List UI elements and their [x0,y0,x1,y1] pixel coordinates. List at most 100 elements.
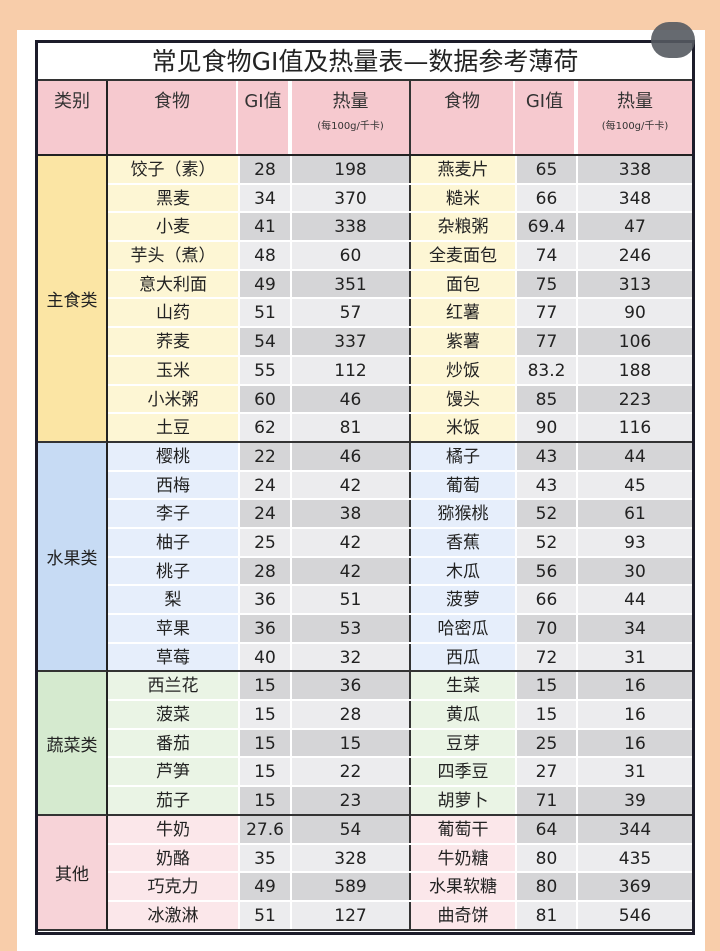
cell-gi-2: 70 [515,615,576,642]
cell-calories-2: 106 [576,328,692,355]
cell-calories-2: 90 [576,299,692,327]
cell-calories-2: 116 [576,414,692,441]
cell-food: 草莓 [108,643,238,671]
cell-food-2: 菠萝 [411,586,515,613]
cell-gi: 15 [238,701,290,728]
cell-food: 番茄 [108,729,238,757]
header-row: 类别 食物 GI值 热量 (每100g/千卡) 食物 GI值 热量 (每100g/千… [38,81,692,156]
cell-calories-2: 47 [576,213,692,241]
cell-food-2: 木瓜 [411,557,515,585]
cell-calories: 51 [290,586,411,613]
table-row: 奶酪 35 328 牛奶糖 80 435 [108,844,692,874]
cell-gi-2: 27 [515,758,576,786]
category-label: 其他 [38,815,108,931]
header-calories-2: 热量 (每100g/千卡) [576,81,692,154]
cell-food: 桃子 [108,557,238,585]
cell-gi-2: 77 [515,299,576,327]
cell-gi-2: 66 [515,184,576,212]
cell-gi: 24 [238,500,290,527]
cell-food-2: 黄瓜 [411,701,515,728]
cell-food-2: 橘子 [411,442,515,470]
cell-gi: 27.6 [238,815,290,843]
cell-calories: 32 [290,643,411,671]
cell-food: 樱桃 [108,442,238,470]
cell-food-2: 面包 [411,270,515,298]
cell-food: 黑麦 [108,184,238,212]
table-row: 黑麦 34 370 糙米 66 348 [108,184,692,214]
group-0: 主食类 饺子（素） 28 198 燕麦片 65 338 黑麦 34 370 糙米 66 348 小麦 41 3… [38,156,692,443]
cell-calories: 46 [290,385,411,413]
cell-gi-2: 52 [515,528,576,556]
table-row: 冰激淋 51 127 曲奇饼 81 546 [108,901,692,931]
cell-calories: 54 [290,815,411,843]
cell-food: 冰激淋 [108,901,238,929]
cell-food: 芋头（煮） [108,242,238,269]
cell-gi: 25 [238,528,290,556]
cell-calories: 351 [290,270,411,298]
cell-food: 李子 [108,500,238,527]
group-2: 蔬菜类 西兰花 15 36 生菜 15 16 菠菜 15 28 黄瓜 15 16 番茄 15 15 豆芽 25 16… [38,672,692,816]
cell-calories-2: 93 [576,528,692,556]
cell-food: 西兰花 [108,672,238,700]
cell-calories-2: 31 [576,643,692,671]
cell-food-2: 紫薯 [411,328,515,355]
table-title: 常见食物GI值及热量表—数据参考薄荷 [38,43,692,81]
cell-food: 小米粥 [108,385,238,413]
cell-food: 菠菜 [108,701,238,728]
calories-label: 热量 [617,91,653,112]
cell-calories: 28 [290,701,411,728]
cell-calories: 23 [290,787,411,814]
cell-gi: 62 [238,414,290,441]
cell-gi-2: 80 [515,873,576,900]
cell-food-2: 牛奶糖 [411,844,515,872]
cell-food: 意大利面 [108,270,238,298]
cell-gi: 15 [238,787,290,814]
header-category: 类别 [38,81,108,154]
calories-unit: (每100g/千卡) [601,121,669,132]
cell-calories: 338 [290,213,411,241]
header-gi-2: GI值 [515,81,576,154]
cell-food: 玉米 [108,356,238,384]
table-row: 茄子 15 23 胡萝卜 71 39 [108,787,692,816]
cell-gi: 49 [238,873,290,900]
group-3: 其他 牛奶 27.6 54 葡萄干 64 344 奶酪 35 328 牛奶糖 80 435 巧克力 49 58… [38,815,692,931]
cell-food-2: 葡萄干 [411,815,515,843]
category-label: 蔬菜类 [38,672,108,816]
cell-food: 柚子 [108,528,238,556]
cell-gi-2: 90 [515,414,576,441]
table-row: 桃子 28 42 木瓜 56 30 [108,557,692,587]
table-row: 西梅 24 42 葡萄 43 45 [108,471,692,501]
cell-calories-2: 16 [576,672,692,700]
cell-calories: 46 [290,442,411,470]
table-row: 巧克力 49 589 水果软糖 80 369 [108,873,692,902]
table-row: 西兰花 15 36 生菜 15 16 [108,672,692,702]
cell-calories: 60 [290,242,411,269]
cell-food-2: 香蕉 [411,528,515,556]
cell-gi: 28 [238,156,290,183]
header-food-2: 食物 [411,81,515,154]
cell-gi: 48 [238,242,290,269]
category-label: 主食类 [38,156,108,443]
cell-food-2: 米饭 [411,414,515,441]
cell-calories: 370 [290,184,411,212]
cell-food-2: 四季豆 [411,758,515,786]
cell-calories: 57 [290,299,411,327]
cell-food-2: 西瓜 [411,643,515,671]
table-row: 意大利面 49 351 面包 75 313 [108,270,692,300]
cell-food-2: 糙米 [411,184,515,212]
cell-calories: 127 [290,901,411,929]
cell-gi: 51 [238,901,290,929]
cell-gi-2: 65 [515,156,576,183]
cell-calories-2: 30 [576,557,692,585]
cell-gi: 36 [238,586,290,613]
cell-calories: 36 [290,672,411,700]
cell-calories-2: 61 [576,500,692,527]
cell-gi: 15 [238,729,290,757]
cell-food: 荞麦 [108,328,238,355]
cell-food-2: 豆芽 [411,729,515,757]
cell-gi-2: 77 [515,328,576,355]
cell-food-2: 炒饭 [411,356,515,384]
cell-gi: 40 [238,643,290,671]
cell-gi-2: 43 [515,471,576,499]
cell-calories: 53 [290,615,411,642]
